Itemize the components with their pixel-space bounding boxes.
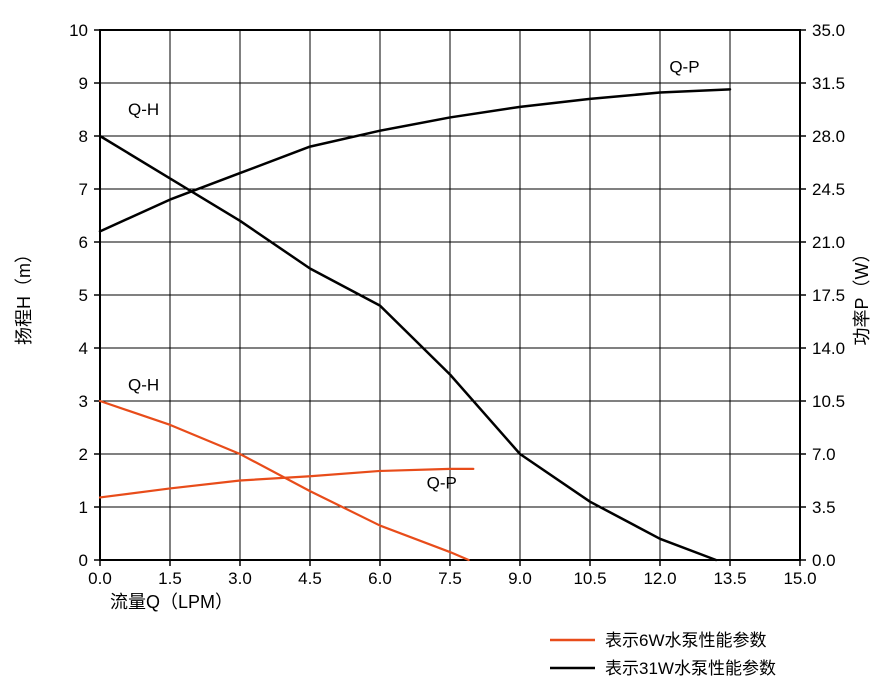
x-tick-label: 4.5 [298,569,322,588]
x-tick-label: 6.0 [368,569,392,588]
x-tick-label: 7.5 [438,569,462,588]
yr-tick-label: 21.0 [812,233,845,252]
x-tick-label: 10.5 [573,569,606,588]
yr-tick-label: 28.0 [812,127,845,146]
yl-tick-label: 1 [79,498,88,517]
yr-tick-label: 24.5 [812,180,845,199]
yl-axis-label: 扬程H（m） [14,245,34,345]
yl-tick-label: 4 [79,339,88,358]
series-label-orange_QP: Q-P [427,473,457,492]
legend-label: 表示31W水泵性能参数 [605,659,776,678]
yr-tick-label: 35.0 [812,21,845,40]
yr-tick-label: 10.5 [812,392,845,411]
legend-label: 表示6W水泵性能参数 [605,631,767,650]
yr-tick-label: 14.0 [812,339,845,358]
x-tick-label: 9.0 [508,569,532,588]
yr-tick-label: 7.0 [812,445,836,464]
x-tick-label: 13.5 [713,569,746,588]
yr-tick-label: 0.0 [812,551,836,570]
pump-curve-chart: 0.01.53.04.56.07.59.010.512.013.515.0流量Q… [0,0,887,682]
yr-tick-label: 31.5 [812,74,845,93]
x-tick-label: 12.0 [643,569,676,588]
series-label-black_QP: Q-P [669,57,699,76]
yr-tick-label: 17.5 [812,286,845,305]
yl-tick-label: 2 [79,445,88,464]
yl-tick-label: 9 [79,74,88,93]
yl-tick-label: 5 [79,286,88,305]
x-tick-label: 1.5 [158,569,182,588]
x-axis-label: 流量Q（LPM） [110,592,233,612]
yl-tick-label: 6 [79,233,88,252]
yl-tick-label: 3 [79,392,88,411]
x-tick-label: 3.0 [228,569,252,588]
series-label-black_QH: Q-H [128,100,159,119]
series-label-orange_QH: Q-H [128,375,159,394]
chart-container: { "chart": { "type": "line-dual-axis", "… [0,0,887,682]
yl-tick-label: 8 [79,127,88,146]
yr-tick-label: 3.5 [812,498,836,517]
yr-axis-label: 功率P（W） [852,245,872,346]
x-tick-label: 15.0 [783,569,816,588]
yl-tick-label: 10 [69,21,88,40]
yl-tick-label: 7 [79,180,88,199]
yl-tick-label: 0 [79,551,88,570]
x-tick-label: 0.0 [88,569,112,588]
